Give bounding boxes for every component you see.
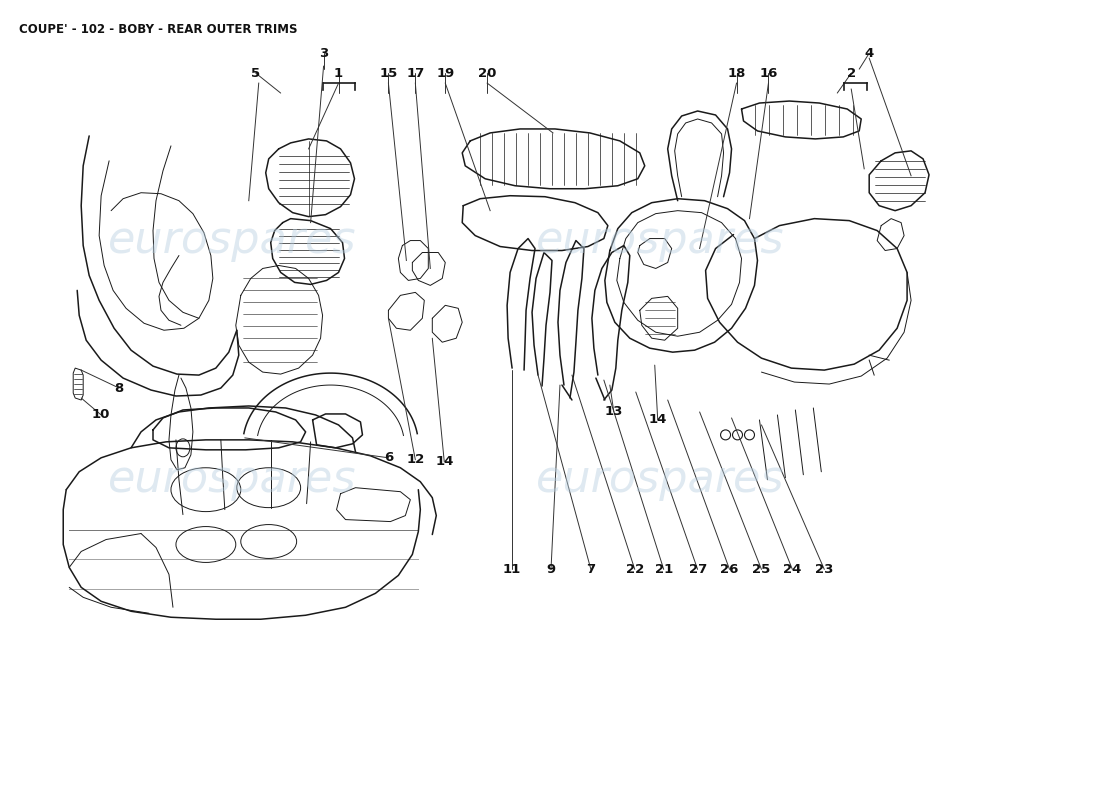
Text: 8: 8 [114, 382, 123, 394]
Text: 19: 19 [436, 66, 454, 80]
Text: eurospares: eurospares [108, 219, 356, 262]
Text: COUPE' - 102 - BOBY - REAR OUTER TRIMS: COUPE' - 102 - BOBY - REAR OUTER TRIMS [20, 23, 298, 36]
Text: 6: 6 [384, 451, 393, 464]
Text: 12: 12 [406, 454, 425, 466]
Text: 24: 24 [783, 563, 802, 576]
Text: 18: 18 [727, 66, 746, 80]
Text: eurospares: eurospares [536, 458, 784, 502]
Text: 23: 23 [815, 563, 834, 576]
Text: 3: 3 [319, 46, 328, 60]
Text: 27: 27 [689, 563, 707, 576]
Text: 5: 5 [251, 66, 261, 80]
Text: 25: 25 [752, 563, 771, 576]
Text: 26: 26 [720, 563, 739, 576]
Text: 14: 14 [649, 414, 667, 426]
Text: 11: 11 [503, 563, 521, 576]
Text: 1: 1 [334, 66, 343, 80]
Text: 15: 15 [379, 66, 397, 80]
Text: 9: 9 [547, 563, 556, 576]
Text: 21: 21 [654, 563, 673, 576]
Text: eurospares: eurospares [536, 219, 784, 262]
Text: 2: 2 [847, 66, 856, 80]
Text: 13: 13 [605, 406, 623, 418]
Text: 7: 7 [586, 563, 595, 576]
Text: 22: 22 [626, 563, 644, 576]
Text: eurospares: eurospares [108, 458, 356, 502]
Text: 17: 17 [406, 66, 425, 80]
Text: 14: 14 [436, 455, 453, 468]
Text: 16: 16 [759, 66, 778, 80]
Text: 20: 20 [478, 66, 496, 80]
Text: 10: 10 [92, 409, 110, 422]
Text: 4: 4 [865, 46, 873, 60]
